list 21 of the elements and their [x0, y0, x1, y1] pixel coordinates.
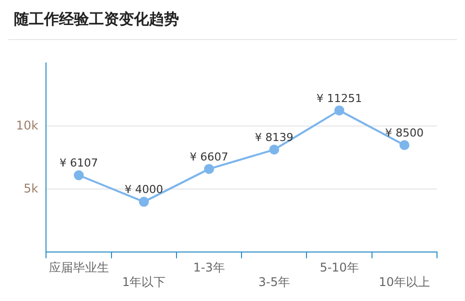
point — [74, 170, 84, 180]
data-label: ¥ 11251 — [316, 92, 362, 105]
data-label: ¥ 6107 — [60, 156, 98, 170]
x-tick-label: 1年以下 — [122, 274, 166, 289]
data-label: ¥ 6607 — [190, 150, 228, 164]
chart-title: 随工作经验工资变化趋势 — [8, 8, 457, 40]
x-tick-label: 应届毕业生 — [48, 260, 109, 275]
x-tick-label: 3-5年 — [258, 274, 290, 289]
data-label: ¥ 8139 — [254, 131, 294, 144]
x-tick-label: 1-3年 — [193, 260, 225, 275]
data-label: ¥ 8500 — [385, 126, 424, 140]
x-tick-label: 5-10年 — [320, 260, 359, 275]
point — [204, 164, 214, 174]
point — [269, 144, 280, 155]
point — [334, 105, 344, 116]
y-tick-label: 5k — [24, 181, 38, 196]
point — [138, 196, 149, 207]
data-label: ¥ 4000 — [124, 183, 164, 196]
x-tick-label: 10年以上 — [378, 274, 430, 289]
y-tick-label: 10k — [16, 118, 38, 132]
point — [399, 140, 410, 150]
